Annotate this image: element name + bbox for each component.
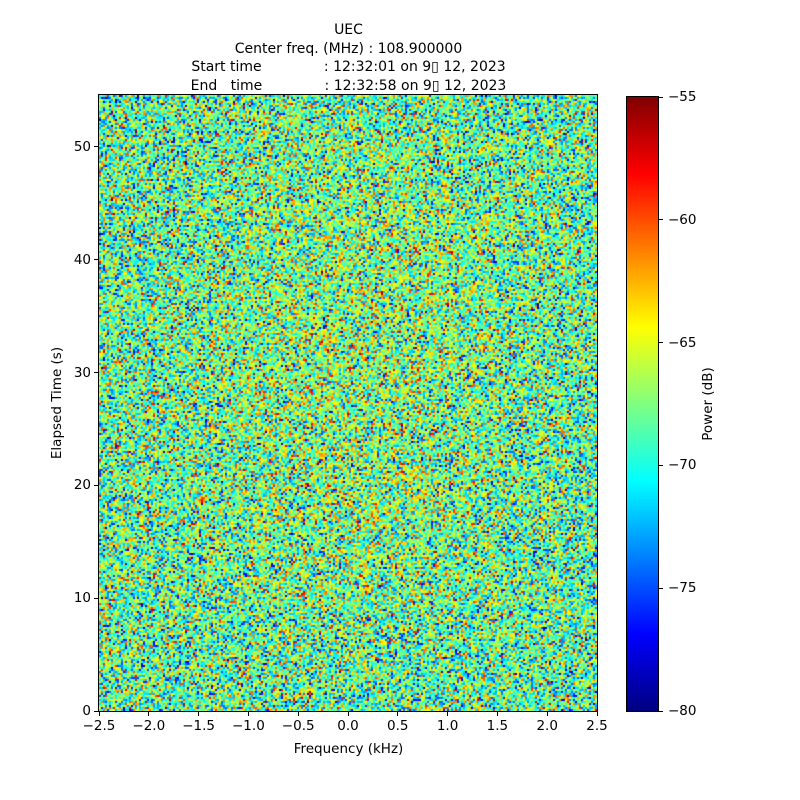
x-tick-label: 2.5 <box>586 718 608 734</box>
colorbar-tick <box>659 342 663 344</box>
plot-title: UEC <box>334 22 363 38</box>
colorbar-gradient <box>627 97 658 711</box>
colorbar-tick-label: −80 <box>668 703 697 719</box>
x-tick <box>496 712 498 716</box>
spectrogram-canvas <box>99 95 597 711</box>
colorbar-tick <box>659 96 663 98</box>
colorbar-tick-label: −65 <box>668 334 697 351</box>
x-tick <box>198 712 200 716</box>
x-tick-label: 0.5 <box>387 718 409 734</box>
x-tick-label: −1.5 <box>182 718 215 734</box>
colorbar <box>626 96 659 712</box>
center-freq-line: Center freq. (MHz) : 108.900000 <box>234 40 463 57</box>
x-tick-label: −2.0 <box>132 718 166 734</box>
x-tick <box>596 712 598 716</box>
x-tick <box>148 712 150 716</box>
x-tick <box>297 712 299 716</box>
x-tick-label: 2.0 <box>536 718 558 734</box>
x-tick <box>397 712 399 716</box>
x-tick <box>247 712 249 716</box>
colorbar-tick <box>659 219 663 221</box>
x-tick-label: −2.5 <box>82 718 116 734</box>
y-tick-label: 40 <box>73 251 91 268</box>
colorbar-label: Power (dB) <box>700 367 716 441</box>
x-tick-label: 1.5 <box>486 718 509 734</box>
title-block: UEC Center freq. (MHz) : 108.900000 Star… <box>99 21 598 95</box>
y-tick-label: 10 <box>73 590 91 607</box>
x-axis-label: Frequency (kHz) <box>293 741 404 757</box>
y-tick-label: 0 <box>82 703 91 719</box>
colorbar-tick-label: −75 <box>668 580 697 597</box>
y-tick-label: 50 <box>73 138 91 155</box>
x-tick-label: 1.0 <box>436 718 459 734</box>
x-tick <box>546 712 548 716</box>
start-time-line: Start time : 12:32:01 on 9▯ 12, 2023 <box>191 59 506 75</box>
colorbar-tick <box>659 464 663 466</box>
y-tick <box>94 259 98 261</box>
colorbar-tick-label: −70 <box>668 457 697 474</box>
y-tick <box>94 484 98 486</box>
colorbar-tick-label: −60 <box>668 211 697 228</box>
x-tick-label: 0.0 <box>337 718 359 734</box>
y-tick-label: 30 <box>73 364 91 381</box>
x-tick <box>447 712 449 716</box>
y-tick <box>94 372 98 374</box>
end-time-line: End time : 12:32:58 on 9▯ 12, 2023 <box>190 77 507 94</box>
x-tick <box>98 712 100 716</box>
y-tick <box>94 710 98 712</box>
colorbar-tick <box>659 710 663 712</box>
x-tick-label: −0.5 <box>281 718 315 734</box>
colorbar-tick <box>659 587 663 589</box>
y-tick <box>94 597 98 599</box>
x-tick-label: −1.0 <box>232 718 265 734</box>
plot-area <box>98 94 598 712</box>
y-tick-label: 20 <box>73 477 91 494</box>
y-tick <box>94 146 98 148</box>
colorbar-tick-label: −55 <box>668 89 697 105</box>
x-tick <box>347 712 349 716</box>
